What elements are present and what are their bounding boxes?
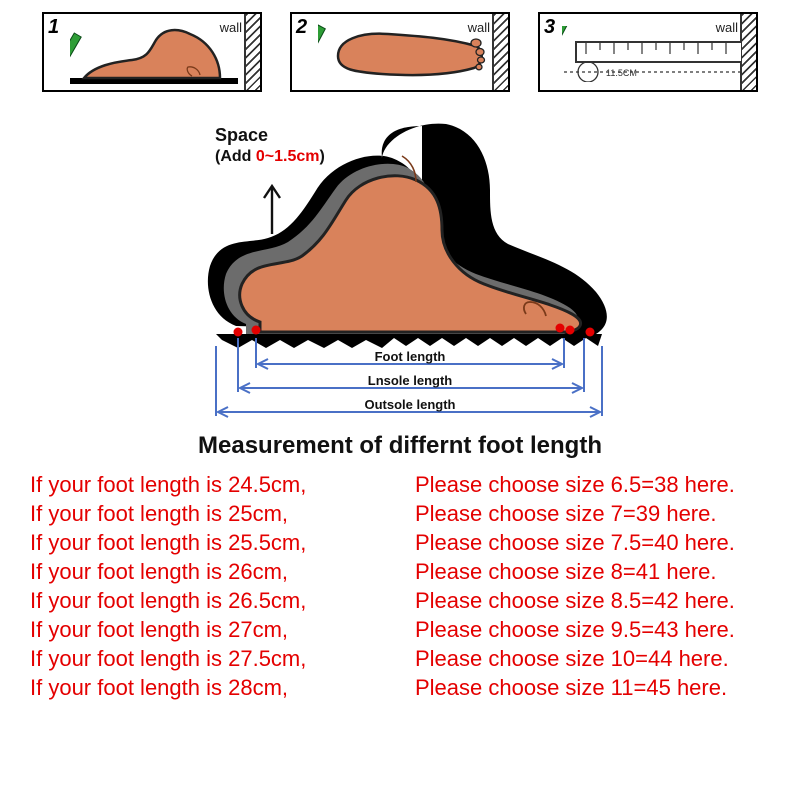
ruler-icon: 11.5CM — [562, 26, 742, 82]
size-row-right: Please choose size 8.5=42 here. — [415, 588, 770, 614]
size-row-right: Please choose size 11=45 here. — [415, 675, 770, 701]
size-row-left: If your foot length is 26.5cm, — [30, 588, 385, 614]
size-row-left: If your foot length is 27cm, — [30, 617, 385, 643]
step-2-illustration — [292, 14, 508, 90]
size-row-left: If your foot length is 25cm, — [30, 501, 385, 527]
size-row-right: Please choose size 7.5=40 here. — [415, 530, 770, 556]
footprint-icon — [318, 22, 486, 88]
outsole-length-label: Outsole length — [365, 397, 456, 412]
insole-length-label: Lnsole length — [368, 373, 453, 388]
size-chart: If your foot length is 24.5cm, Please ch… — [0, 472, 800, 701]
measurement-steps-row: 1 wall 2 wall — [0, 0, 800, 92]
size-row-left: If your foot length is 25.5cm, — [30, 530, 385, 556]
size-row-right: Please choose size 10=44 here. — [415, 646, 770, 672]
size-row-right: Please choose size 6.5=38 here. — [415, 472, 770, 498]
step-1: 1 wall — [42, 12, 262, 92]
size-row-left: If your foot length is 24.5cm, — [30, 472, 385, 498]
size-row-left: If your foot length is 26cm, — [30, 559, 385, 585]
size-row-right: Please choose size 8=41 here. — [415, 559, 770, 585]
space-add-prefix: (Add — [215, 148, 256, 165]
step-2: 2 wall — [290, 12, 510, 92]
foot-side-icon — [70, 20, 238, 90]
space-label: Space (Add 0~1.5cm) — [215, 126, 325, 166]
foot-diagram: Space (Add 0~1.5cm) — [160, 116, 640, 426]
size-row-right: Please choose size 7=39 here. — [415, 501, 770, 527]
page-title: Measurement of differnt foot length — [0, 432, 800, 460]
step-3: 3 wall — [538, 12, 758, 92]
step-3-illustration: 11.5CM — [540, 14, 756, 90]
foot-length-label: Foot length — [375, 349, 446, 364]
space-title: Space — [215, 125, 268, 145]
step-1-illustration — [44, 14, 260, 90]
size-row-left: If your foot length is 28cm, — [30, 675, 385, 701]
ruler-label: 11.5CM — [606, 68, 637, 78]
space-range: 0~1.5cm — [256, 148, 320, 165]
size-row-right: Please choose size 9.5=43 here. — [415, 617, 770, 643]
space-add-suffix: ) — [319, 148, 324, 165]
size-row-left: If your foot length is 27.5cm, — [30, 646, 385, 672]
